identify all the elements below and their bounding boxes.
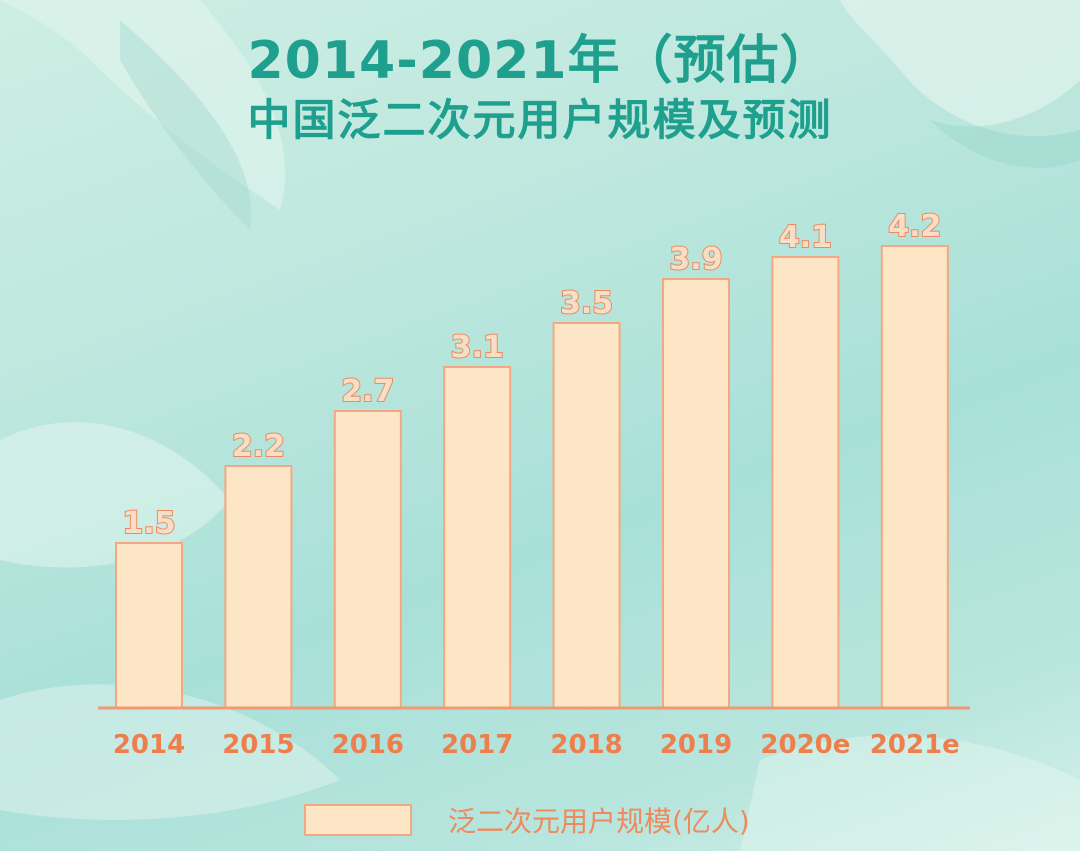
bar-2021e <box>880 245 949 709</box>
bar-2014 <box>115 542 183 709</box>
legend-label: 泛二次元用户规模(亿人) <box>448 805 750 838</box>
value-label-2021e: 4.2 <box>888 209 941 244</box>
bar-2016 <box>333 410 402 709</box>
value-label-2020e: 4.1 <box>779 220 832 255</box>
x-tick-label-2019: 2019 <box>660 730 732 760</box>
x-tick-label-2014: 2014 <box>113 730 185 760</box>
bar-2019 <box>662 278 730 709</box>
bar-2020e <box>771 256 840 709</box>
chart-title-line1: 2014-2021年（预估） <box>247 31 833 91</box>
x-tick-label-2016: 2016 <box>332 730 404 760</box>
chart-title-line2: 中国泛二次元用户规模及预测 <box>247 96 833 146</box>
x-tick-label-2017: 2017 <box>441 730 513 760</box>
value-label-2015: 2.2 <box>232 429 285 464</box>
value-label-2016: 2.7 <box>341 374 394 409</box>
x-axis-labels: 2014 2015 2016 2017 2018 2019 2020e 2021e <box>113 730 960 760</box>
value-label-2014: 1.5 <box>122 506 175 541</box>
bar-2015 <box>224 465 293 709</box>
x-tick-label-2018: 2018 <box>550 730 622 760</box>
bar-2018 <box>552 322 621 709</box>
legend-swatch <box>304 804 412 836</box>
x-tick-label-2020e: 2020e <box>760 730 850 760</box>
value-label-2018: 3.5 <box>560 286 613 321</box>
x-tick-label-2015: 2015 <box>222 730 294 760</box>
x-tick-label-2021e: 2021e <box>870 730 960 760</box>
bars-group: 1.5 2.2 2.7 3.1 3.5 3.9 4.1 4.2 <box>115 208 949 709</box>
bar-2017 <box>443 366 512 709</box>
legend: 泛二次元用户规模(亿人) <box>304 800 750 840</box>
value-label-2017: 3.1 <box>451 330 504 365</box>
value-label-2019: 3.9 <box>669 242 722 277</box>
